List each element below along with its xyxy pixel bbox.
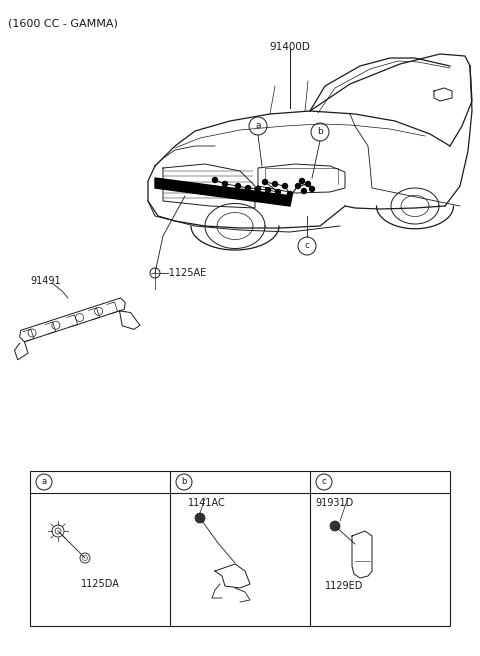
Text: b: b bbox=[181, 478, 187, 487]
Text: 1141AC: 1141AC bbox=[188, 498, 226, 508]
Text: 1129ED: 1129ED bbox=[325, 581, 363, 591]
Circle shape bbox=[296, 184, 300, 188]
Circle shape bbox=[310, 186, 314, 192]
Circle shape bbox=[283, 184, 288, 188]
Text: (1600 CC - GAMMA): (1600 CC - GAMMA) bbox=[8, 18, 118, 28]
Text: 1125DA: 1125DA bbox=[81, 579, 120, 589]
Circle shape bbox=[195, 513, 205, 523]
Circle shape bbox=[273, 182, 277, 186]
Bar bbox=[30, 471, 450, 626]
Circle shape bbox=[330, 521, 340, 531]
Text: 91931D: 91931D bbox=[315, 498, 353, 508]
Circle shape bbox=[223, 182, 228, 186]
Circle shape bbox=[245, 186, 251, 190]
Circle shape bbox=[236, 184, 240, 188]
Circle shape bbox=[276, 190, 280, 194]
Text: a: a bbox=[41, 478, 47, 487]
Circle shape bbox=[301, 188, 307, 194]
Text: c: c bbox=[322, 478, 326, 487]
Polygon shape bbox=[155, 178, 292, 206]
Circle shape bbox=[263, 180, 267, 184]
Circle shape bbox=[300, 178, 304, 184]
Text: 91491: 91491 bbox=[30, 276, 60, 286]
Circle shape bbox=[265, 188, 271, 192]
Circle shape bbox=[305, 182, 311, 186]
Circle shape bbox=[255, 186, 261, 192]
Text: —1125AE: —1125AE bbox=[160, 268, 207, 278]
Text: a: a bbox=[255, 121, 261, 131]
Text: 91400D: 91400D bbox=[270, 42, 311, 52]
Circle shape bbox=[288, 192, 292, 197]
Text: c: c bbox=[304, 241, 310, 251]
Text: b: b bbox=[317, 127, 323, 136]
Circle shape bbox=[213, 178, 217, 182]
